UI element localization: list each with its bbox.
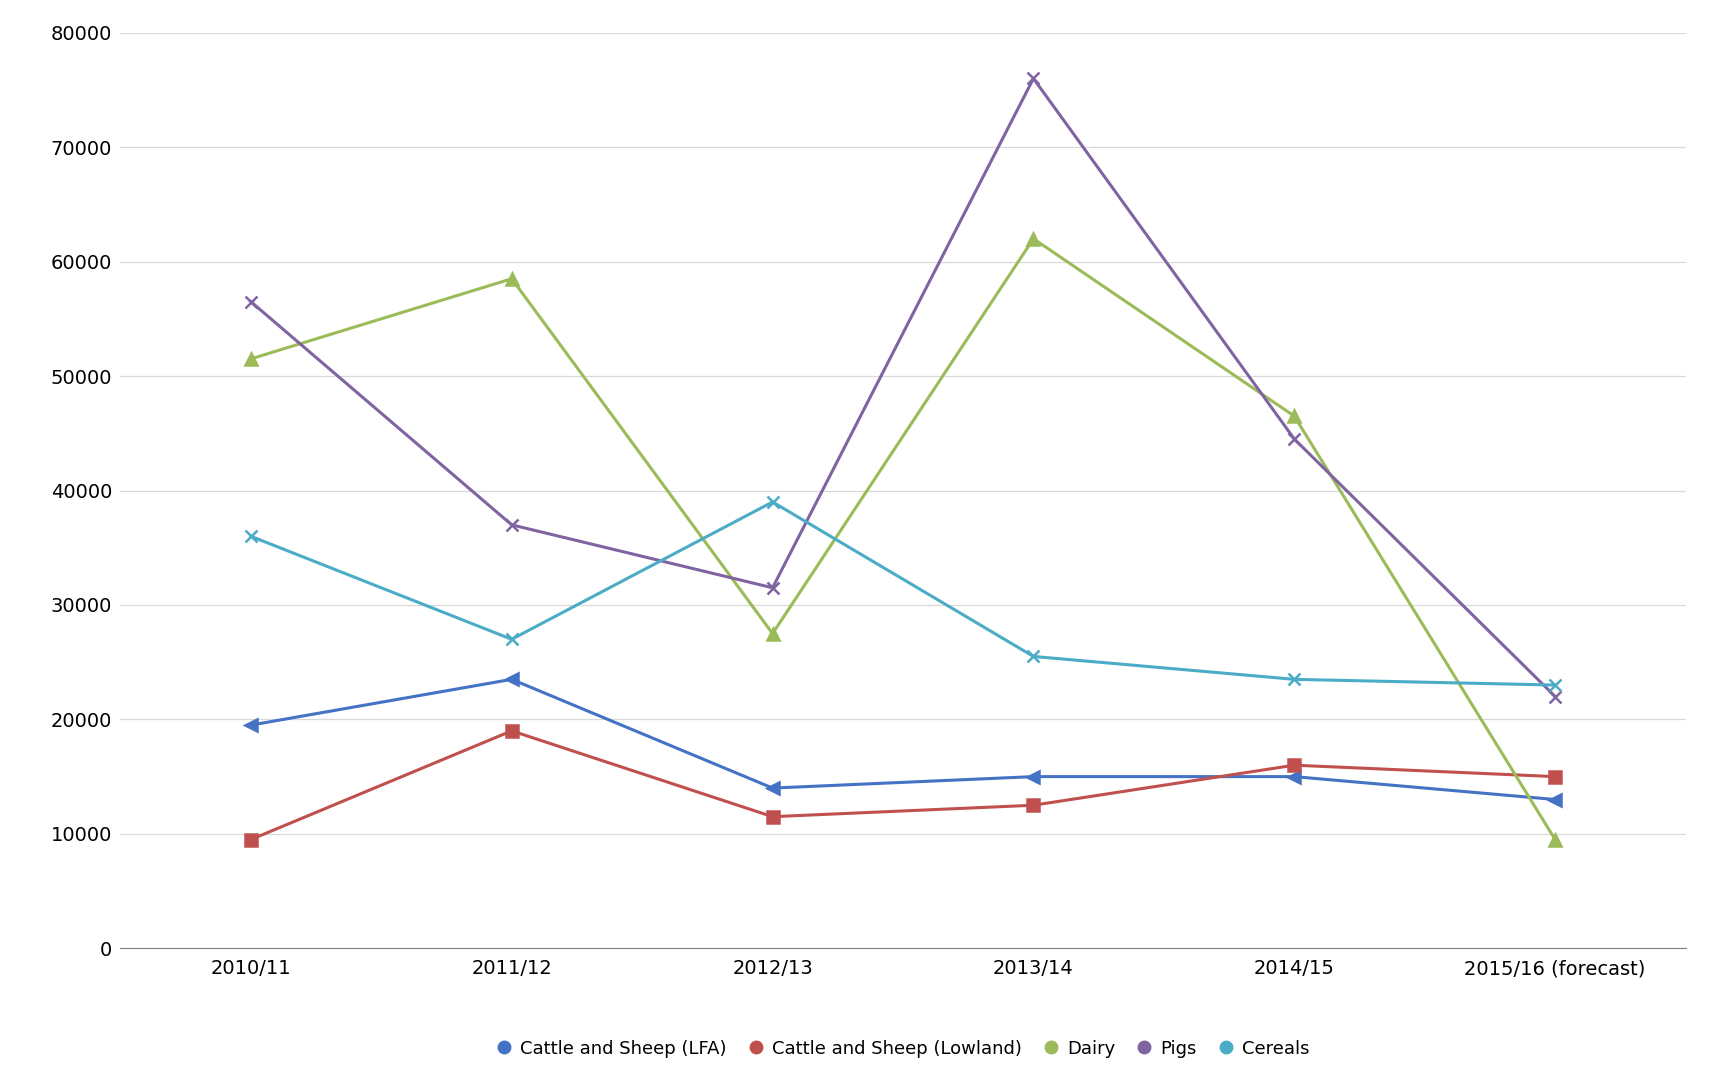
Line: Cattle and Sheep (LFA): Cattle and Sheep (LFA) bbox=[246, 674, 1560, 806]
Cattle and Sheep (Lowland) bbox=[1283, 759, 1304, 772]
Dairy bbox=[762, 627, 783, 640]
Line: Cereals: Cereals bbox=[246, 496, 1560, 691]
Dairy bbox=[1283, 410, 1304, 423]
Cattle and Sheep (Lowland) bbox=[501, 724, 521, 737]
Cereals bbox=[762, 495, 783, 508]
Dairy bbox=[501, 272, 521, 286]
Cattle and Sheep (LFA) bbox=[241, 718, 261, 731]
Dairy bbox=[1545, 833, 1565, 846]
Cattle and Sheep (LFA) bbox=[1283, 770, 1304, 783]
Cereals bbox=[241, 530, 261, 543]
Line: Cattle and Sheep (Lowland): Cattle and Sheep (Lowland) bbox=[246, 725, 1560, 845]
Cattle and Sheep (Lowland) bbox=[762, 810, 783, 823]
Pigs bbox=[1545, 690, 1565, 703]
Cattle and Sheep (LFA) bbox=[762, 782, 783, 795]
Cereals bbox=[1023, 650, 1044, 663]
Cereals bbox=[501, 632, 521, 645]
Cattle and Sheep (Lowland) bbox=[1023, 799, 1044, 812]
Cattle and Sheep (LFA) bbox=[1545, 794, 1565, 807]
Pigs bbox=[241, 295, 261, 308]
Legend: Cattle and Sheep (LFA), Cattle and Sheep (Lowland), Dairy, Pigs, Cereals: Cattle and Sheep (LFA), Cattle and Sheep… bbox=[497, 1040, 1309, 1057]
Pigs bbox=[762, 581, 783, 594]
Cereals bbox=[1545, 678, 1565, 692]
Dairy bbox=[241, 352, 261, 365]
Pigs bbox=[1283, 433, 1304, 446]
Cereals bbox=[1283, 673, 1304, 686]
Line: Pigs: Pigs bbox=[246, 73, 1560, 702]
Line: Dairy: Dairy bbox=[246, 233, 1560, 845]
Cattle and Sheep (LFA) bbox=[1023, 770, 1044, 783]
Cattle and Sheep (Lowland) bbox=[1545, 770, 1565, 783]
Pigs bbox=[501, 519, 521, 532]
Cattle and Sheep (Lowland) bbox=[241, 833, 261, 846]
Dairy bbox=[1023, 232, 1044, 245]
Cattle and Sheep (LFA) bbox=[501, 673, 521, 686]
Pigs bbox=[1023, 72, 1044, 85]
